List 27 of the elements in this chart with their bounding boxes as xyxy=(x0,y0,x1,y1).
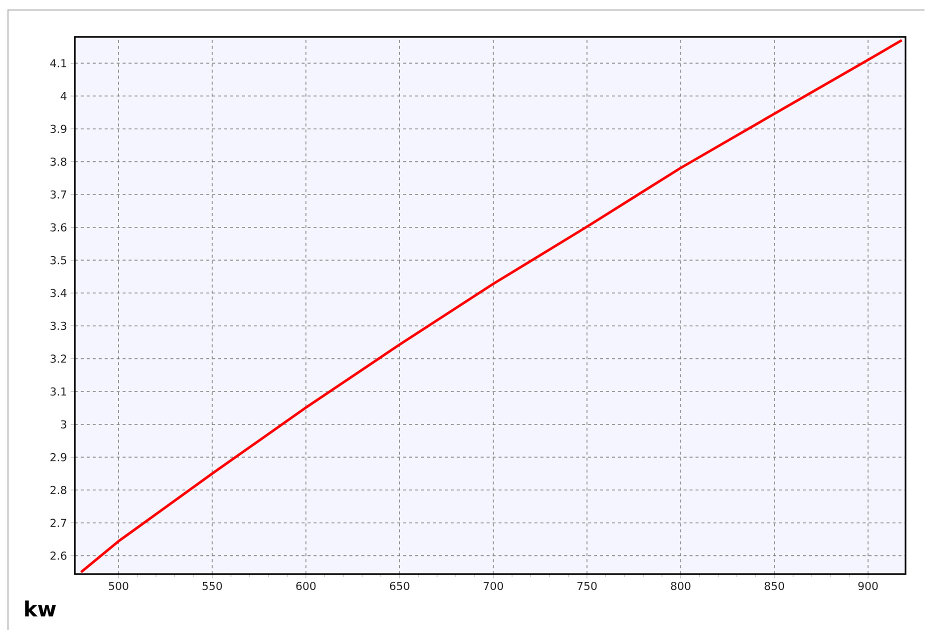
y-tick-label: 3.5 xyxy=(50,256,66,264)
x-tick-label: 750 xyxy=(577,582,597,590)
y-tick-label: 3.7 xyxy=(50,190,66,198)
x-tick-label: 850 xyxy=(764,582,784,590)
y-tick-label: 3.6 xyxy=(50,222,66,232)
y-tick-label: 4 xyxy=(60,92,67,100)
y-tick-label: 3 xyxy=(60,420,66,428)
y-tick-label: 3.9 xyxy=(50,124,66,133)
line-series xyxy=(80,38,904,574)
x-tick-label: 700 xyxy=(484,582,503,590)
x-tick-label: 500 xyxy=(108,582,128,590)
x-tick-label: 650 xyxy=(390,582,410,590)
y-tick-label: 2.8 xyxy=(50,486,66,494)
x-tick-label: 550 xyxy=(202,582,222,590)
y-tick-label: 3.8 xyxy=(50,157,66,166)
y-tick-label: 3.1 xyxy=(50,387,66,396)
y-tick-label: 2.6 xyxy=(50,551,66,560)
y-tick-label: 3.2 xyxy=(50,354,66,363)
x-tick-label: 900 xyxy=(858,582,878,590)
y-tick-label: 3.4 xyxy=(50,288,67,297)
x-axis-title: kw xyxy=(25,600,56,616)
y-tick-label: 2.9 xyxy=(50,452,66,462)
y-tick-label: 4.1 xyxy=(50,58,66,67)
x-tick-label: 800 xyxy=(670,582,690,590)
y-tick-label: 3.3 xyxy=(50,321,66,330)
y-tick-label: 2.7 xyxy=(50,518,66,527)
x-tick-label: 600 xyxy=(296,582,316,590)
